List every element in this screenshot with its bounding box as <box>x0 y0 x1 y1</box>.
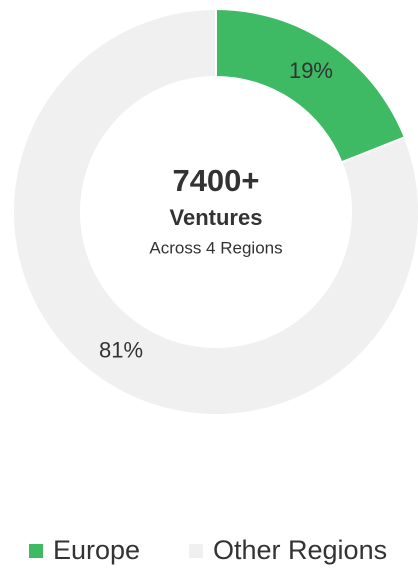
center-value: 7400+ <box>172 163 259 198</box>
center-label: Ventures <box>170 205 263 230</box>
legend-swatch <box>29 544 43 558</box>
legend-label: Other Regions <box>213 535 387 565</box>
data-label: 81% <box>99 338 143 363</box>
donut-segment <box>12 7 418 416</box>
donut-segment <box>215 7 407 164</box>
legend-swatch <box>189 544 203 558</box>
legend-label: Europe <box>53 535 140 565</box>
data-label: 19% <box>289 58 333 83</box>
center-sublabel: Across 4 Regions <box>149 238 282 257</box>
